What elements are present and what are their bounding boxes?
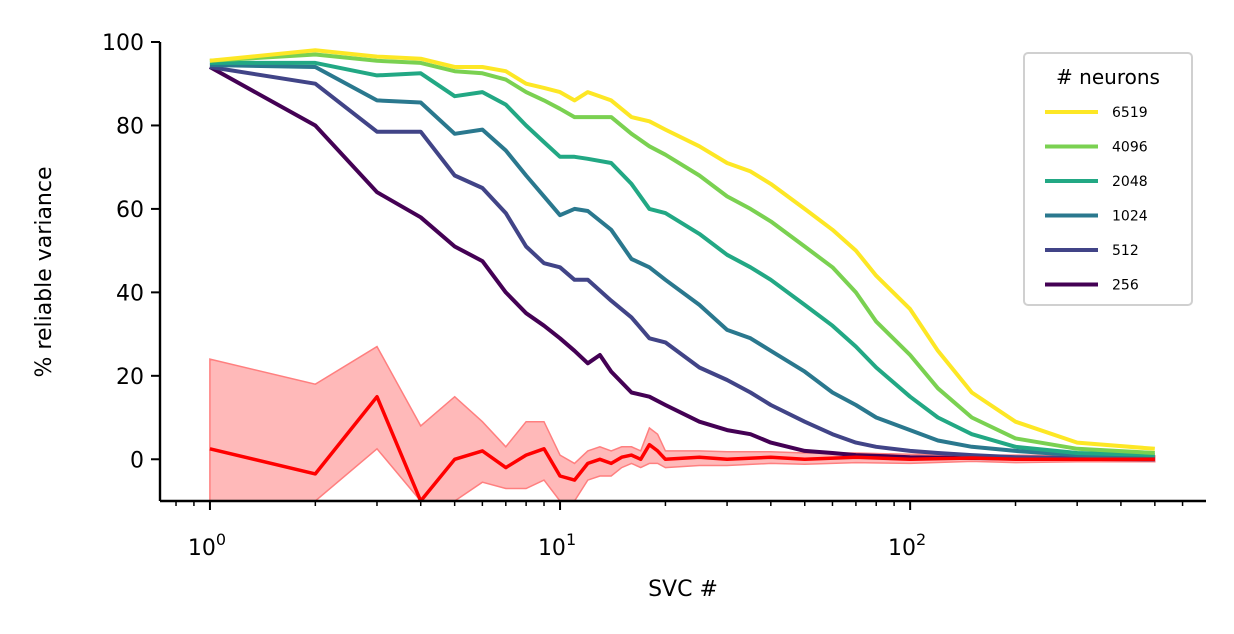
legend: # neurons 6519 4096 2048 1024 512 256 xyxy=(1023,52,1193,306)
legend-label-256: 256 xyxy=(1112,278,1139,294)
legend-title: # neurons xyxy=(1056,65,1160,89)
legend-label-1024: 1024 xyxy=(1112,209,1148,225)
series-line-256 xyxy=(208,65,1155,462)
y-tick-label: 40 xyxy=(116,281,144,306)
legend-frame xyxy=(1023,52,1193,306)
shuffled-error-band xyxy=(209,345,1156,501)
shuffled-band-layer xyxy=(209,345,1156,501)
shuffled-line xyxy=(209,394,1155,501)
axes xyxy=(158,42,1206,503)
legend-label-2048: 2048 xyxy=(1112,174,1148,190)
x-tick-label: 102 xyxy=(888,530,926,561)
legend-label-4096: 4096 xyxy=(1112,140,1148,156)
series-lines-layer xyxy=(208,48,1155,501)
x-tick-label: 101 xyxy=(538,530,576,561)
series-line-6519 xyxy=(209,48,1155,451)
y-tick-label: 80 xyxy=(116,114,144,139)
y-ticks: 0 20 40 60 80 100 xyxy=(102,31,160,473)
x-ticks: 100 101 102 xyxy=(175,501,1184,561)
y-tick-label: 0 xyxy=(130,448,144,473)
legend-label-512: 512 xyxy=(1112,243,1139,259)
y-tick-label: 20 xyxy=(116,365,144,390)
series-line-1024 xyxy=(209,63,1155,460)
y-tick-label: 60 xyxy=(116,198,144,223)
x-tick-label: 100 xyxy=(188,530,226,561)
y-axis-label: % reliable variance xyxy=(32,166,57,377)
x-axis-label: SVC # xyxy=(648,577,718,602)
y-tick-label: 100 xyxy=(102,31,144,56)
legend-label-6519: 6519 xyxy=(1112,105,1148,121)
series-line-2048 xyxy=(209,60,1155,458)
series-line-512 xyxy=(209,65,1155,462)
series-line-4096 xyxy=(209,52,1155,455)
